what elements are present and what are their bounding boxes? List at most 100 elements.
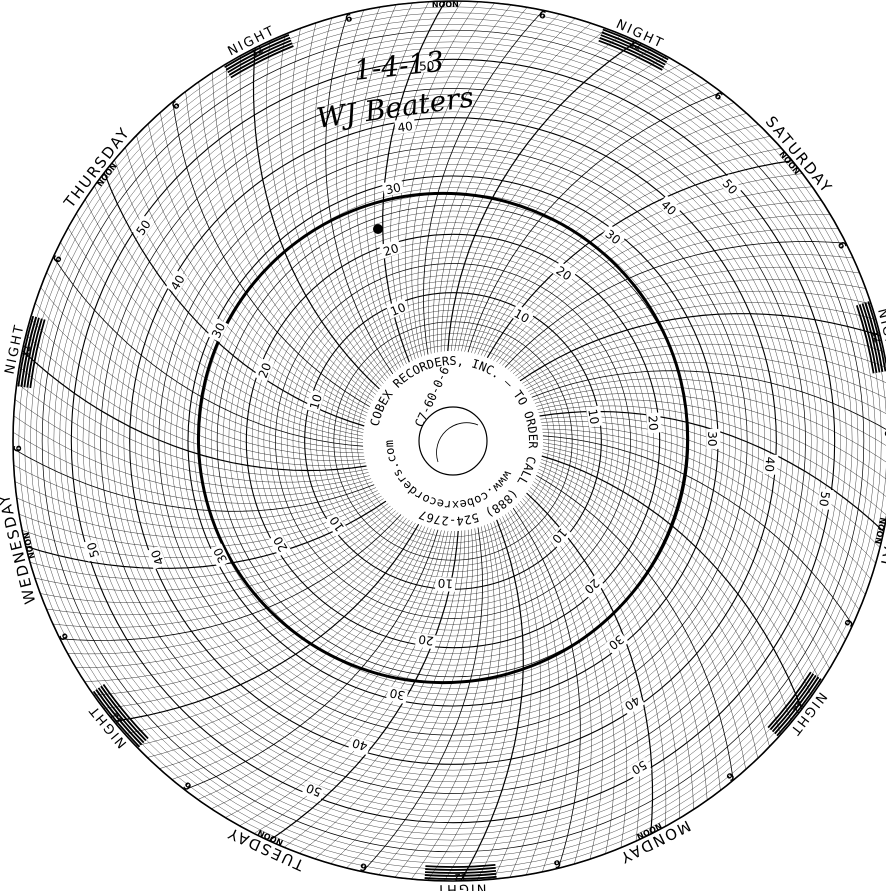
night-bar (425, 866, 496, 871)
time-line (198, 81, 373, 401)
handwritten-date: 1-4-13 (352, 45, 445, 87)
value-circle-major (129, 117, 777, 765)
scale-label: 30 (211, 545, 230, 565)
time-line-major (447, 40, 638, 352)
night-bar (855, 305, 875, 374)
night-bar (774, 676, 820, 735)
value-circle (257, 245, 649, 637)
time-line (520, 500, 615, 854)
scale-label: 40 (168, 273, 188, 293)
time-line-major (252, 47, 380, 390)
time-line (16, 493, 380, 538)
night-bar (29, 319, 46, 389)
time-line (417, 7, 528, 356)
time-line (12, 448, 375, 512)
value-circle (164, 152, 742, 730)
value-circle (135, 123, 771, 759)
time-line (103, 522, 416, 709)
trace-line (196, 191, 690, 685)
scale-label-bg (131, 214, 155, 240)
time-line (541, 425, 871, 580)
time-line (378, 526, 489, 875)
time-line (30, 318, 365, 461)
time-line-major (486, 160, 793, 359)
value-circle (251, 239, 655, 643)
scale-label: 40 (658, 198, 679, 219)
night-bar (95, 689, 143, 746)
scale-label: 40 (148, 548, 167, 567)
scale-label: 40 (351, 736, 370, 754)
value-circle (82, 70, 824, 812)
night-bar (598, 39, 663, 71)
time-line (136, 135, 367, 417)
scale-label: 50 (629, 758, 649, 778)
twelve-label: 12 (20, 344, 33, 359)
time-line (444, 521, 516, 882)
scale-label-bg (253, 358, 275, 382)
time-line (454, 56, 667, 352)
time-line (75, 517, 407, 668)
time-line (52, 512, 399, 628)
time-line (490, 173, 803, 360)
scale-label: 20 (645, 415, 660, 431)
time-line (536, 392, 886, 480)
time-line (346, 7, 399, 370)
six-label: 6 (552, 857, 561, 869)
time-line (529, 487, 680, 819)
scale-label: 30 (384, 180, 402, 197)
time-line (440, 28, 607, 352)
time-line (239, 530, 452, 826)
scale-label: 20 (417, 632, 434, 648)
time-line (467, 91, 722, 353)
time-line-major (21, 350, 367, 472)
six-label: 6 (58, 631, 71, 642)
time-line (13, 464, 377, 520)
night-bar (769, 673, 815, 731)
time-line (542, 445, 830, 669)
time-line (502, 227, 839, 366)
handwritten-notes: 1-4-13 WJ Beaters (314, 45, 475, 135)
time-line (299, 530, 466, 854)
scale-label-bg (627, 757, 652, 780)
time-line (526, 344, 886, 389)
time-line (239, 55, 378, 392)
scale-label: 20 (382, 241, 401, 259)
value-circle (76, 64, 830, 818)
time-line (67, 516, 404, 655)
time-line (542, 432, 860, 611)
noon-label: NOON (432, 0, 459, 9)
night-bar (861, 303, 881, 373)
time-line (528, 353, 886, 399)
scale-labels: 10 20 30 40 50 10 20 30 40 50 10 20 30 40 50 10 20 30 40 50… (82, 57, 834, 802)
six-label: 6 (538, 10, 547, 22)
night-bar (102, 683, 149, 740)
time-line (411, 524, 502, 880)
scale-label-bg (207, 318, 229, 343)
scale-label: 10 (437, 576, 453, 591)
time-line (427, 522, 509, 881)
night-bar (864, 302, 884, 373)
night-bar (227, 39, 292, 74)
time-line (477, 124, 759, 355)
time-line (512, 507, 581, 869)
scale-label: 20 (271, 534, 291, 554)
scale-label-bg (414, 632, 437, 650)
night-bar (425, 863, 496, 868)
time-line (542, 428, 866, 595)
time-line (25, 334, 366, 466)
time-line (212, 72, 375, 398)
value-circle (123, 111, 783, 771)
scale-label-bg (604, 631, 630, 655)
time-line (303, 22, 389, 379)
night-bar (230, 45, 294, 79)
time-line (35, 302, 365, 457)
value-circle (94, 82, 812, 800)
scale-label-bg (146, 545, 167, 570)
scale-label-bg (379, 239, 403, 259)
night-bar (23, 317, 40, 388)
time-line (504, 241, 847, 368)
time-line (461, 73, 695, 352)
time-line-major (519, 313, 881, 382)
value-circle (240, 228, 666, 654)
value-circle (59, 47, 847, 835)
